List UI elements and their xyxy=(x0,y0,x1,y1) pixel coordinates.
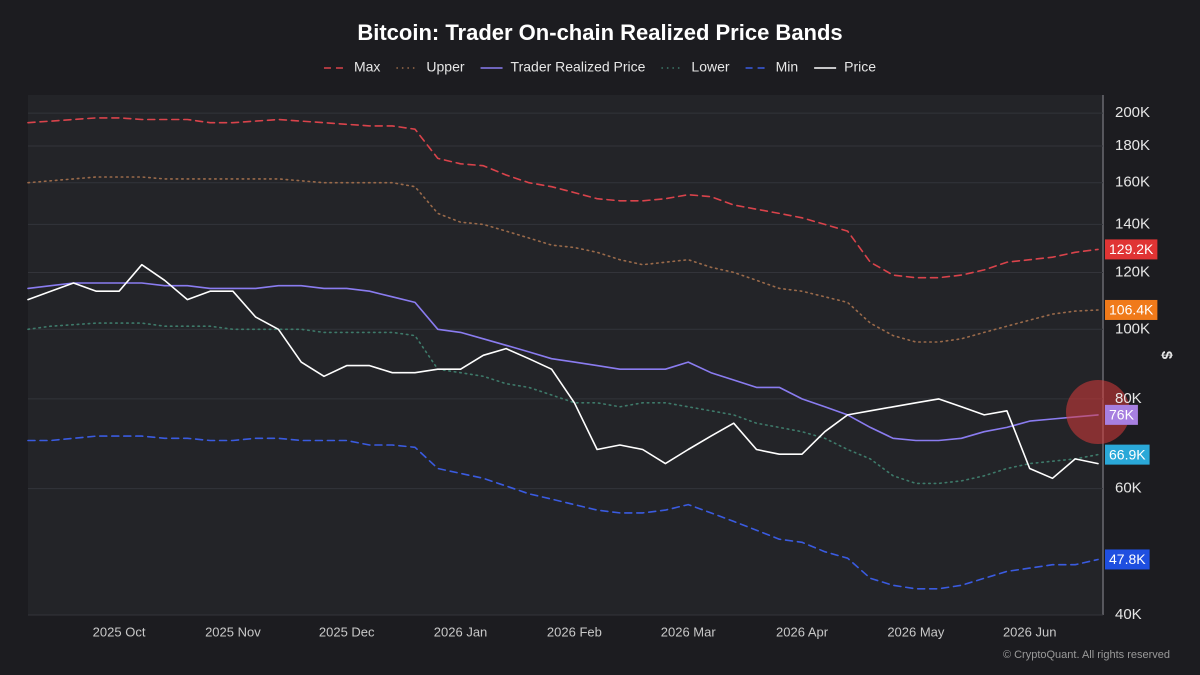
plot-area xyxy=(28,95,1103,615)
value-badge-label: 106.4K xyxy=(1109,302,1154,318)
y-tick-label: 40K xyxy=(1115,606,1142,623)
series-line xyxy=(27,263,1099,480)
legend-label: Lower xyxy=(691,59,729,75)
x-tick-label: 2025 Dec xyxy=(319,624,375,639)
x-tick-label: 2026 May xyxy=(887,624,945,639)
y-tick-label: 200K xyxy=(1115,104,1150,121)
y-axis-label: $ xyxy=(1158,351,1175,360)
series-line xyxy=(27,117,1099,279)
x-tick-label: 2026 Feb xyxy=(547,624,602,639)
value-badge-label: 129.2K xyxy=(1109,241,1154,257)
highlight-circle xyxy=(1066,380,1130,444)
legend-label: Price xyxy=(844,59,876,75)
value-badge xyxy=(1105,239,1158,260)
y-tick-label: 100K xyxy=(1115,320,1150,337)
value-badge xyxy=(1105,404,1138,425)
y-tick-label: 80K xyxy=(1115,390,1142,407)
y-tick-label: 140K xyxy=(1115,215,1150,232)
x-tick-label: 2026 Mar xyxy=(661,624,717,639)
value-badge xyxy=(1105,444,1150,465)
axes: 40K 60K 80K 100K 120K 140K 160K 180K 200K 2025 Oc… xyxy=(93,104,1150,639)
legend-label: Max xyxy=(354,59,380,75)
x-tick-label: 2026 Jan xyxy=(434,624,488,639)
legend-label: Min xyxy=(776,59,799,75)
x-tick-label: 2026 Jun xyxy=(1003,624,1057,639)
value-badge-label: 66.9K xyxy=(1109,446,1146,462)
series-line xyxy=(27,322,1099,485)
value-badge xyxy=(1105,299,1158,320)
chart-title: Bitcoin: Trader On-chain Realized Price … xyxy=(357,20,842,45)
y-tick-label: 60K xyxy=(1115,480,1142,497)
y-tick-label: 160K xyxy=(1115,174,1150,191)
value-badge-label: 47.8K xyxy=(1109,551,1146,567)
legend-label: Trader Realized Price xyxy=(511,59,646,75)
value-badge-label: 76K xyxy=(1109,407,1135,423)
x-tick-label: 2025 Oct xyxy=(93,624,146,639)
legend-label: Upper xyxy=(426,59,464,75)
legend: Max Upper Trader Realized Price Lower Min Pri… xyxy=(323,59,876,75)
series-line xyxy=(27,282,1099,442)
footer: © CryptoQuant. All rights reserved xyxy=(1003,649,1170,661)
lines xyxy=(27,117,1099,590)
grid xyxy=(28,112,1103,616)
series-line xyxy=(27,435,1099,590)
badges: 129.2K 106.4K 76K 66.9K 47.8K xyxy=(1105,239,1158,570)
x-tick-label: 2026 Apr xyxy=(776,624,829,639)
series-line xyxy=(27,176,1099,343)
y-tick-label: 180K xyxy=(1115,137,1150,154)
x-tick-label: 2025 Nov xyxy=(205,624,261,639)
y-tick-label: 120K xyxy=(1115,263,1150,280)
value-badge xyxy=(1105,549,1150,570)
